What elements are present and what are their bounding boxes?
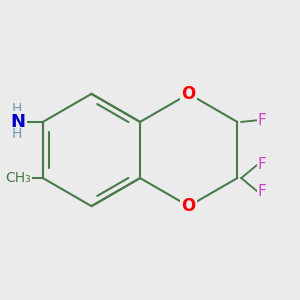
Text: H: H [11, 128, 22, 142]
Text: H: H [11, 102, 22, 116]
Text: CH₃: CH₃ [5, 171, 31, 185]
Text: N: N [11, 113, 26, 131]
Text: F: F [258, 184, 266, 199]
Text: F: F [258, 158, 266, 172]
Text: O: O [182, 85, 196, 103]
Text: O: O [182, 197, 196, 215]
Text: F: F [258, 113, 266, 128]
